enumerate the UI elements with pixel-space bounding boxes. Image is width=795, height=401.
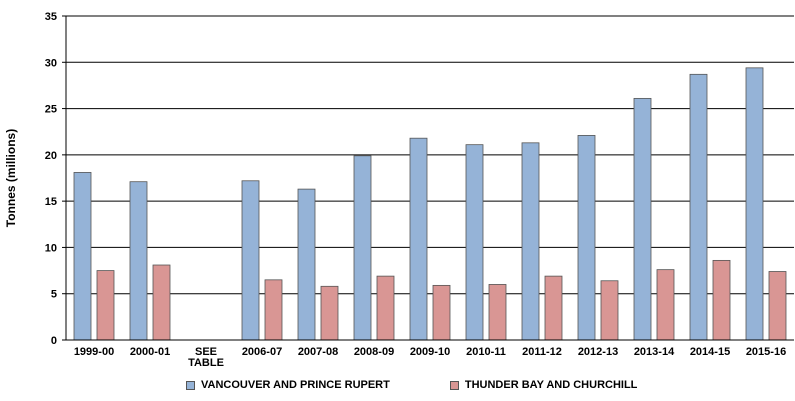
- bar-thunder-bay: [152, 264, 171, 341]
- bars: [73, 67, 787, 341]
- bar-vancouver: [129, 181, 148, 341]
- y-tick-label: 15: [45, 196, 57, 208]
- y-tick-label: 35: [45, 11, 57, 23]
- x-tick-label: 2006-07: [242, 346, 282, 358]
- bar-vancouver: [577, 135, 596, 341]
- bar-thunder-bay: [96, 270, 115, 341]
- bar-thunder-bay: [376, 275, 395, 341]
- bar-vancouver: [409, 137, 428, 341]
- bar-thunder-bay: [320, 285, 339, 341]
- bar-thunder-bay: [432, 284, 451, 341]
- bar-vancouver: [73, 172, 92, 341]
- legend-item-vancouver: VANCOUVER AND PRINCE RUPERT: [186, 379, 390, 391]
- y-tick-label: 25: [45, 104, 57, 116]
- legend-swatch-thunder-bay: [449, 380, 459, 390]
- x-tick-label: 2011-12: [522, 346, 562, 358]
- x-tick-label: 2009-10: [410, 346, 450, 358]
- legend-swatch-vancouver: [186, 380, 195, 390]
- x-tick-label: 2008-09: [354, 346, 394, 358]
- bar-thunder-bay: [712, 259, 731, 341]
- bar-thunder-bay: [600, 280, 619, 341]
- y-tick-label: 20: [45, 150, 57, 162]
- bar-vancouver: [241, 180, 260, 341]
- y-axis-ticks: 0 5 10 15 20 25 30 35: [45, 11, 66, 347]
- y-tick-label: 5: [51, 289, 57, 301]
- y-tick-label: 0: [51, 335, 57, 347]
- legend: VANCOUVER AND PRINCE RUPERT THUNDER BAY …: [186, 376, 697, 394]
- legend-label-thunder-bay: THUNDER BAY AND CHURCHILL: [464, 379, 638, 391]
- x-tick-label: TABLE: [188, 357, 224, 369]
- bar-thunder-bay: [544, 275, 563, 341]
- x-tick-label: 2015-16: [746, 346, 786, 358]
- x-tick-label: 2007-08: [298, 346, 338, 358]
- y-axis-label: Tonnes (millions): [4, 129, 18, 227]
- bar-thunder-bay: [264, 279, 283, 341]
- bar-vancouver: [297, 188, 316, 341]
- bar-thunder-bay: [768, 271, 787, 341]
- bar-thunder-bay: [488, 284, 507, 341]
- x-tick-label: 2000-01: [130, 346, 170, 358]
- x-tick-label: 2012-13: [578, 346, 618, 358]
- bar-vancouver: [745, 67, 764, 341]
- bar-vancouver: [465, 144, 484, 341]
- x-tick-label: 2010-11: [466, 346, 506, 358]
- gridlines: [66, 15, 794, 295]
- legend-label-vancouver: VANCOUVER AND PRINCE RUPERT: [201, 379, 390, 391]
- legend-item-thunder-bay: THUNDER BAY AND CHURCHILL: [449, 379, 638, 391]
- x-tick-label: 2014-15: [690, 346, 730, 358]
- bar-vancouver: [689, 73, 708, 341]
- bar-vancouver: [633, 97, 652, 341]
- y-tick-label: 30: [45, 57, 57, 69]
- bar-thunder-bay: [656, 269, 675, 341]
- bar-vancouver: [353, 155, 372, 341]
- y-tick-label: 10: [45, 242, 57, 254]
- x-tick-label: 1999-00: [74, 346, 114, 358]
- x-tick-label: SEE: [195, 346, 217, 358]
- x-tick-label: 2013-14: [634, 346, 675, 358]
- bar-vancouver: [521, 142, 540, 341]
